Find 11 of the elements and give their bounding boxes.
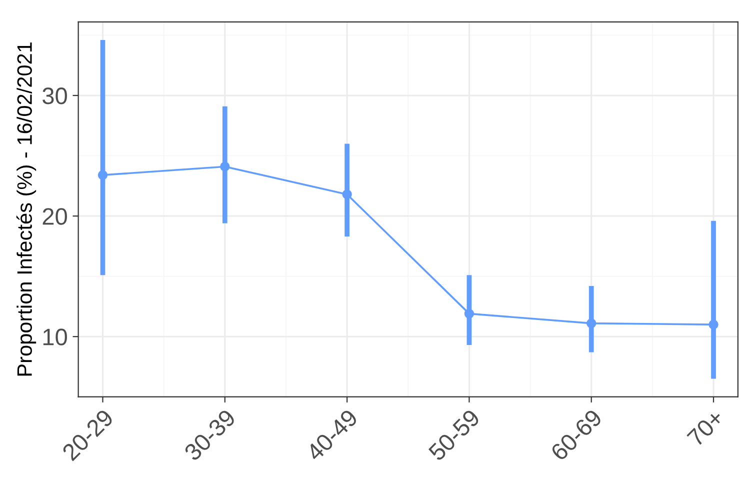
point (708, 320, 718, 330)
y-tick-label: 20 (42, 208, 67, 225)
y-axis-title: Proportion Infectés (%) - 16/02/2021 (16, 42, 36, 376)
point (342, 189, 352, 200)
point (98, 170, 108, 180)
point (220, 162, 230, 172)
x-tick-label: 70+ (686, 408, 725, 448)
point (586, 318, 596, 328)
point (464, 308, 474, 319)
y-tick-label: 30 (42, 88, 67, 104)
y-tick-label: 10 (43, 328, 67, 346)
